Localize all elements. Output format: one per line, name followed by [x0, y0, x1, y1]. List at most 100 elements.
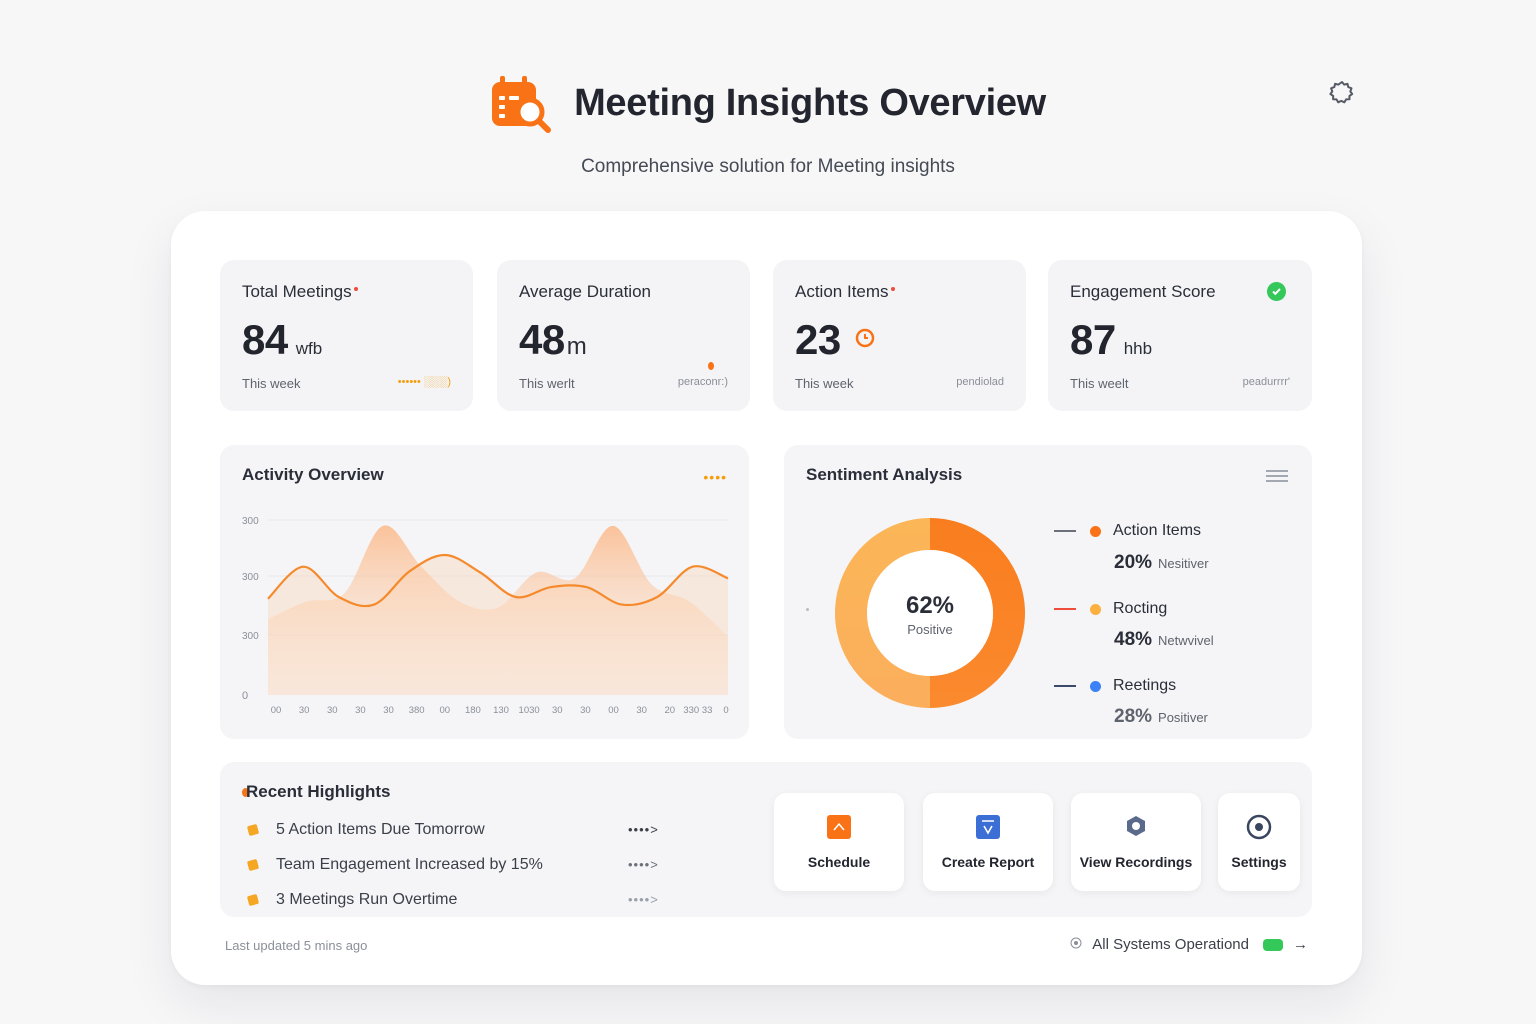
more-icon[interactable]: •••• — [703, 469, 727, 485]
arrow-right-icon[interactable]: ••••> — [628, 822, 659, 837]
report-icon — [975, 814, 1001, 840]
y-tick-label: 300 — [242, 631, 259, 642]
x-tick-label: 380 — [409, 705, 425, 716]
recent-highlights-panel: Recent Highlights 5 Action Items Due Tom… — [220, 762, 1312, 917]
legend-name: Reetings — [1113, 677, 1177, 694]
x-tick-label: 00 — [439, 705, 450, 716]
sentiment-donut — [835, 518, 1025, 708]
page-title: Meeting Insights Overview — [574, 81, 1046, 124]
donut-center-value: 62% — [905, 592, 955, 619]
legend-dot — [1090, 603, 1101, 615]
settings-button[interactable]: Settings — [1218, 793, 1300, 891]
legend-name: Rocting — [1113, 600, 1168, 617]
stat-unit: m — [566, 333, 587, 360]
x-tick-label: 1030 — [519, 705, 540, 716]
x-tick-label: 30 — [327, 705, 338, 716]
arrow-right-icon[interactable]: ••••> — [628, 857, 659, 872]
alert-dot-icon — [890, 287, 895, 291]
stat-period: This weelt — [1070, 376, 1129, 391]
bullet-icon — [246, 893, 260, 907]
stat-value: 84 — [242, 316, 288, 363]
highlight-text: 5 Action Items Due Tomorrow — [276, 821, 485, 838]
bullet-icon — [246, 858, 260, 872]
stat-period: This werlt — [519, 376, 575, 391]
stat-label: Total Meetings — [242, 282, 352, 301]
list-item[interactable]: 3 Meetings Run Overtime — [246, 891, 458, 909]
legend-value: 28% Positiver — [1114, 706, 1208, 727]
arrow-right-icon[interactable]: → — [1293, 936, 1308, 953]
panel-title: Activity Overview — [242, 465, 384, 484]
action-label: View Recordings — [1079, 854, 1193, 870]
create-report-button[interactable]: Create Report — [923, 793, 1053, 891]
legend-value: 48% Netwvivel — [1114, 629, 1214, 650]
legend-item: Reetings — [1054, 677, 1176, 695]
page-header: Meeting Insights Overview Comprehensive … — [0, 72, 1536, 178]
stat-value: 87 — [1070, 316, 1116, 363]
clock-icon — [855, 328, 875, 353]
check-icon — [1267, 282, 1286, 301]
x-tick-label: 30 — [299, 705, 310, 716]
x-tick-label: 30 — [636, 705, 647, 716]
stat-engagement-score: Engagement Score 87 hhb This weelt peadurr… — [1048, 260, 1312, 411]
gear-icon[interactable] — [1328, 79, 1356, 107]
highlight-text: Team Engagement Increased by 15% — [276, 856, 543, 873]
y-tick-label: 300 — [242, 516, 259, 527]
x-tick-label: 130 — [493, 705, 509, 716]
legend-dot — [1090, 525, 1101, 537]
status-text: All Systems Operationd — [1092, 936, 1249, 953]
line-series-fill — [268, 554, 728, 695]
status-toggle[interactable] — [1263, 938, 1283, 951]
sentiment-analysis-panel: Sentiment Analysis 62% Positive — [784, 445, 1312, 739]
x-tick-label: 00 — [608, 705, 619, 716]
settings-icon — [1246, 814, 1272, 840]
x-tick-label: 30 — [383, 705, 394, 716]
stat-period: This week — [242, 376, 301, 391]
system-status: All Systems Operationd → — [1070, 936, 1308, 953]
action-label: Schedule — [807, 854, 871, 870]
legend-value: 20% Nesitiver — [1114, 552, 1209, 573]
legend-line — [1054, 530, 1076, 532]
stat-label: Average Duration — [519, 282, 651, 301]
action-label: Create Report — [941, 854, 1035, 870]
stat-label: Action Items — [795, 282, 889, 301]
calendar-search-icon — [490, 72, 552, 134]
highlight-dot-icon — [242, 787, 249, 797]
x-tick-label: 30 — [355, 705, 366, 716]
x-tick-label: 180 — [465, 705, 481, 716]
list-item[interactable]: 5 Action Items Due Tomorrow — [246, 821, 485, 839]
donut-slice-positive — [930, 518, 1025, 708]
y-tick-label: 300 — [242, 572, 259, 583]
legend-name: Action Items — [1113, 522, 1202, 539]
schedule-button[interactable]: Schedule — [774, 793, 904, 891]
stat-meta: •••••• ░░░) — [397, 376, 451, 388]
highlight-text: 3 Meetings Run Overtime — [276, 891, 458, 908]
legend-line — [1054, 685, 1076, 687]
dashboard-card: Total Meetings 84 wfb This week •••••• ░░░… — [171, 211, 1362, 985]
stat-unit: hhb — [1123, 339, 1153, 358]
stat-value: 23 — [795, 316, 841, 363]
status-icon — [1070, 936, 1082, 953]
arrow-right-icon[interactable]: ••••> — [628, 892, 659, 907]
y-tick-label: 0 — [242, 690, 248, 702]
last-updated: Last updated 5 mins ago — [225, 938, 368, 953]
legend-dot — [1090, 680, 1101, 692]
stat-meta: peadurrrr' — [1242, 376, 1290, 388]
view-recordings-button[interactable]: View Recordings — [1071, 793, 1201, 891]
calendar-icon — [826, 814, 852, 840]
indicator-dot-icon — [708, 362, 714, 370]
x-tick-label: 30 — [580, 705, 591, 716]
legend-item: Action Items — [1054, 522, 1201, 540]
donut-center-label: Positive — [907, 622, 953, 637]
panel-title: Sentiment Analysis — [806, 465, 963, 484]
stat-action-items: Action Items 23 This week pendiolad — [773, 260, 1026, 411]
list-item[interactable]: Team Engagement Increased by 15% — [246, 856, 543, 874]
x-tick-label: 0 — [723, 705, 728, 716]
stat-average-duration: Average Duration 48 m This werlt peraconr:… — [497, 260, 750, 411]
area-series — [268, 525, 728, 695]
legend-item: Rocting — [1054, 600, 1167, 618]
recordings-icon — [1123, 814, 1149, 840]
x-tick-label: 00 — [271, 705, 282, 716]
stat-total-meetings: Total Meetings 84 wfb This week •••••• ░░░… — [220, 260, 473, 411]
list-icon[interactable] — [1266, 469, 1288, 488]
